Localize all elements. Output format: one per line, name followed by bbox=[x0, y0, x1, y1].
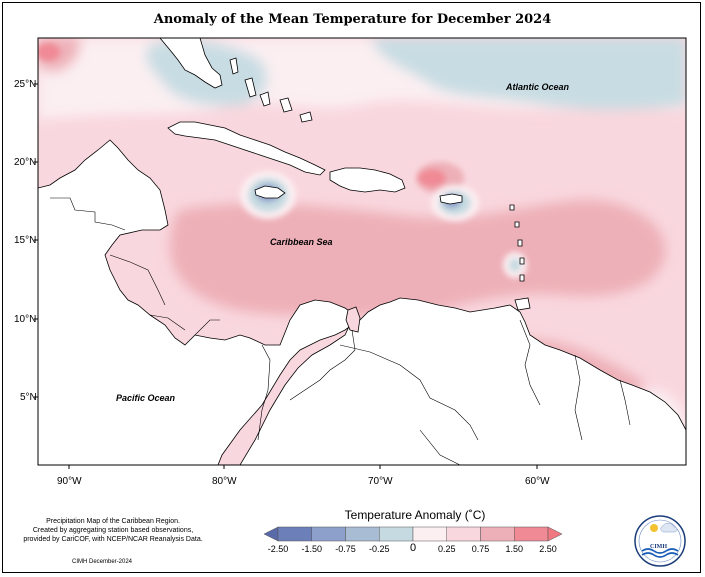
legend-tick-label-3: -0.25 bbox=[368, 544, 390, 554]
waves-icon bbox=[641, 548, 679, 554]
lesser-antilles bbox=[509, 204, 525, 282]
legend-title: Temperature Anomaly (˚C) bbox=[344, 508, 486, 522]
label-pacific-ocean: Pacific Ocean bbox=[116, 393, 176, 403]
y-tick-10n: 10°N bbox=[14, 314, 37, 325]
bahamas bbox=[229, 57, 313, 123]
legend-swatch-5 bbox=[446, 526, 481, 542]
legend-colorbar bbox=[263, 526, 563, 542]
south-america bbox=[239, 297, 686, 465]
label-caribbean-sea: Caribbean Sea bbox=[270, 237, 333, 247]
credits-block: Precipitation Map of the Caribbean Regio… bbox=[18, 517, 208, 544]
legend-tick-label-1: -1.50 bbox=[301, 544, 322, 554]
legend-swatch-3 bbox=[379, 526, 414, 542]
x-tick-60w: 60°W bbox=[525, 476, 550, 487]
hispaniola bbox=[329, 167, 406, 193]
country-borders bbox=[50, 197, 631, 465]
legend-swatch-0 bbox=[277, 526, 312, 542]
axis-ticks bbox=[34, 83, 538, 469]
legend-extend-low bbox=[263, 526, 279, 542]
label-atlantic-ocean: Atlantic Ocean bbox=[506, 82, 570, 92]
central-america bbox=[38, 139, 356, 465]
legend-swatch-2 bbox=[345, 526, 380, 542]
map-border bbox=[37, 37, 687, 466]
land-masses bbox=[38, 38, 686, 465]
y-tick-20n: 20°N bbox=[14, 157, 37, 168]
date-stamp: CIMH December-2024 bbox=[72, 559, 133, 565]
legend-tick-label-0: -2.50 bbox=[267, 544, 289, 554]
legend-swatch-1 bbox=[311, 526, 346, 542]
legend-extend-high bbox=[547, 526, 563, 542]
legend-swatch-4 bbox=[412, 526, 447, 542]
credits-line-2: Created by aggregating station based obs… bbox=[32, 527, 194, 534]
legend-tick-label-7: 1.50 bbox=[505, 544, 524, 554]
y-tick-25n: 25°N bbox=[14, 79, 37, 90]
legend-tick-label-6: 0.75 bbox=[471, 544, 490, 554]
jamaica bbox=[254, 185, 286, 199]
cuba bbox=[167, 121, 326, 176]
sun-icon bbox=[650, 524, 658, 532]
legend-swatch-7 bbox=[514, 526, 549, 542]
lake-maracaibo bbox=[345, 306, 361, 333]
credits-line-1: Precipitation Map of the Caribbean Regio… bbox=[46, 518, 180, 525]
map-title: Anomaly of the Mean Temperature for Dece… bbox=[153, 12, 552, 27]
cimh-logo bbox=[634, 515, 686, 567]
y-tick-5n: 5°N bbox=[20, 392, 37, 403]
legend-tick-label-2: -0.75 bbox=[335, 544, 356, 554]
legend-tick-label-5: 0.25 bbox=[437, 544, 456, 554]
credits-line-3: provided by CariCOF, with NCEP/NCAR Rean… bbox=[23, 536, 203, 543]
florida bbox=[159, 38, 223, 89]
puerto-rico bbox=[439, 193, 463, 205]
x-tick-70w: 70°W bbox=[368, 476, 393, 487]
x-tick-80w: 80°W bbox=[212, 476, 237, 487]
legend-swatch-6 bbox=[480, 526, 515, 542]
x-tick-90w: 90°W bbox=[57, 476, 82, 487]
trinidad bbox=[514, 297, 531, 311]
cloud-icon bbox=[660, 523, 678, 533]
y-tick-15n: 15°N bbox=[14, 235, 37, 246]
legend-tick-label-4: 0 bbox=[409, 542, 417, 554]
legend-tick-label-8: 2.50 bbox=[539, 544, 557, 554]
cimh-logo-text: CIMH bbox=[650, 544, 667, 550]
